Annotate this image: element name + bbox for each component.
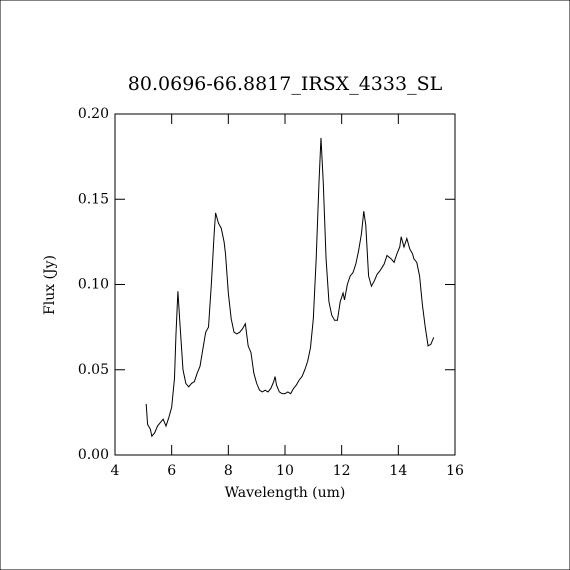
y-tick-label: 0.00: [78, 447, 109, 463]
x-tick-label: 14: [389, 463, 407, 479]
y-tick-label: 0.10: [78, 277, 109, 293]
y-tick-label: 0.20: [78, 106, 109, 122]
y-tick-label: 0.05: [78, 362, 109, 378]
x-tick-label: 12: [333, 463, 351, 479]
x-tick-label: 16: [446, 463, 464, 479]
spectrum-line: [145, 137, 435, 438]
chart-title: 80.0696-66.8817_IRSX_4333_SL: [128, 73, 443, 95]
y-tick-label: 0.15: [78, 191, 109, 207]
y-axis-label: Flux (Jy): [42, 255, 58, 315]
x-tick-label: 4: [111, 463, 120, 479]
x-tick-label: 8: [224, 463, 233, 479]
x-tick-label: 6: [167, 463, 176, 479]
x-axis-label: Wavelength (um): [225, 485, 346, 501]
x-tick-label: 10: [276, 463, 294, 479]
